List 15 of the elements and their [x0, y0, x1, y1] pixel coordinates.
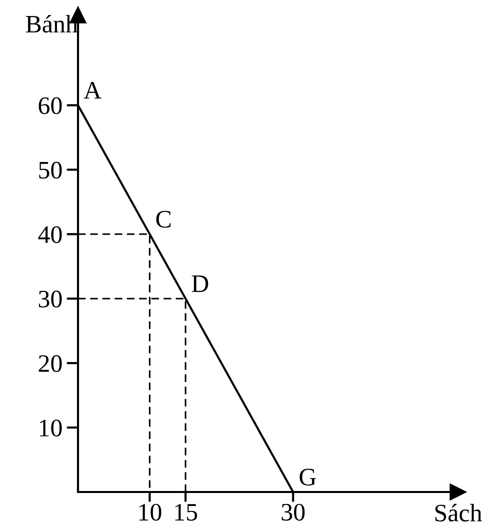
annotation: C — [156, 210, 171, 228]
y-tick-label: 40 — [38, 226, 62, 244]
annotation: A — [84, 82, 102, 99]
x-tick-label: 15 — [175, 504, 198, 521]
x-tick-label: 10 — [139, 504, 162, 521]
y-axis-title: Bánh — [26, 14, 78, 33]
y-tick-label: 20 — [38, 355, 62, 372]
annotation: D — [192, 276, 208, 292]
y-tick-label: 30 — [38, 290, 62, 308]
x-axis-title: Sách — [435, 504, 482, 522]
y-tick-label: 60 — [38, 97, 62, 114]
y-tick-label: 50 — [39, 162, 62, 179]
x-tick-label: 30 — [282, 504, 305, 521]
annotation: G — [300, 468, 316, 486]
y-tick-label: 10 — [40, 420, 62, 436]
